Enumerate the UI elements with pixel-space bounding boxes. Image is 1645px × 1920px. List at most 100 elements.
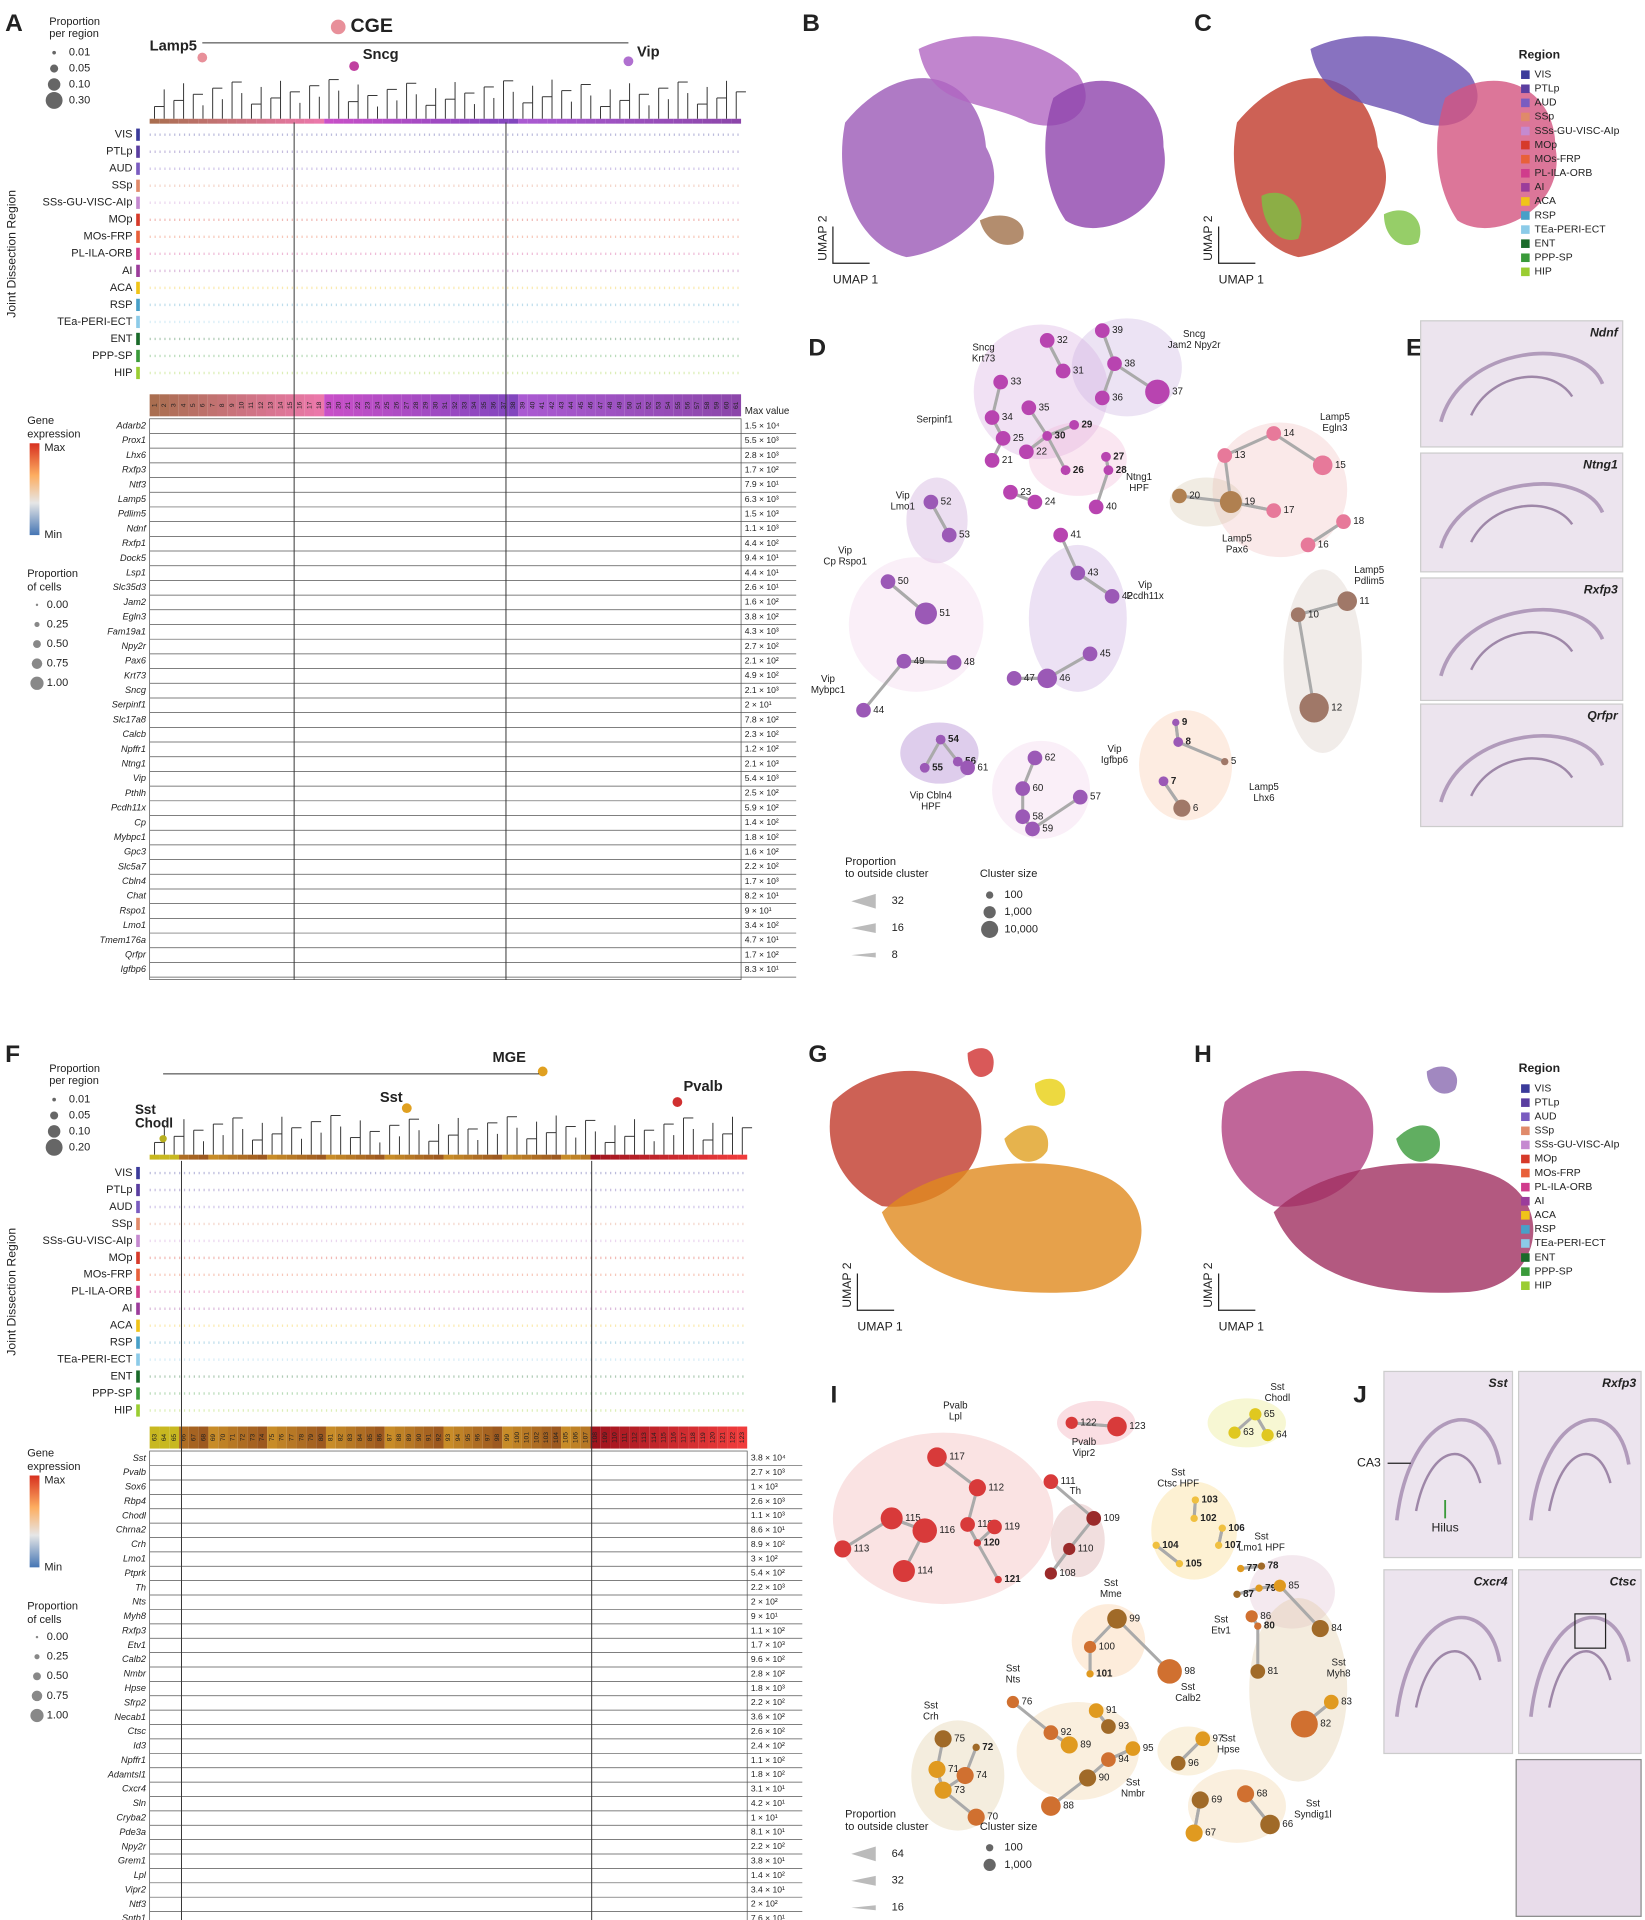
legend-label: SSp — [1535, 1126, 1555, 1137]
cluster-color — [217, 118, 228, 124]
node-label: 30 — [1055, 431, 1066, 442]
umap-y-label: UMAP 2 — [815, 215, 829, 261]
group-label: Egln3 — [1322, 423, 1348, 434]
umap-cloud — [881, 1163, 1142, 1293]
column-header — [286, 1426, 297, 1449]
node-label: 15 — [1335, 460, 1346, 471]
column-header — [717, 1426, 728, 1449]
cluster-node — [1257, 1562, 1266, 1570]
node-label: 109 — [1104, 1513, 1120, 1524]
tissue-outline — [1439, 482, 1605, 549]
node-label: 23 — [1020, 487, 1031, 498]
size-legend-label: 1,000 — [1004, 906, 1032, 918]
max-value: 3.8 × 10⁴ — [751, 1453, 786, 1463]
prop-legend-label: 0.50 — [47, 638, 68, 650]
node-label: 54 — [948, 734, 959, 745]
cluster-node — [1290, 607, 1306, 623]
column-number: 95 — [465, 1434, 472, 1442]
cluster-color — [159, 118, 170, 124]
column-number: 66 — [181, 1434, 188, 1442]
tissue-outline — [1439, 734, 1605, 803]
column-number: 10 — [239, 401, 246, 409]
prop-legend-dot — [31, 658, 43, 669]
node-label: 65 — [1264, 1409, 1275, 1420]
column-header — [198, 1426, 209, 1449]
column-header — [430, 394, 441, 417]
group-label: Nts — [1006, 1675, 1021, 1686]
cluster-node — [1063, 1542, 1076, 1556]
legend-swatch — [1521, 225, 1530, 234]
column-number: 9 — [229, 403, 236, 407]
region-label: MOp — [109, 214, 133, 226]
region-label: AI — [122, 265, 132, 277]
column-header — [208, 1426, 219, 1449]
region-label: AUD — [109, 163, 132, 175]
size-legend-label: 0.05 — [69, 1109, 90, 1121]
umap-cloud — [967, 1048, 994, 1078]
column-number: 35 — [481, 401, 488, 409]
cluster-color — [374, 1154, 385, 1160]
column-number: 43 — [558, 401, 565, 409]
cluster-color — [228, 1154, 238, 1160]
cluster-node — [1027, 494, 1043, 510]
network-edge — [976, 1542, 1000, 1581]
group-label: Sst — [924, 1700, 938, 1711]
column-header — [566, 394, 577, 417]
cluster-color — [285, 118, 296, 124]
node-label: 93 — [1118, 1721, 1129, 1732]
column-number: 30 — [432, 401, 439, 409]
column-header — [169, 1426, 180, 1449]
node-label: 88 — [1063, 1801, 1074, 1812]
cluster-node — [993, 374, 1009, 390]
column-header — [188, 394, 199, 417]
tissue-outline — [1529, 1615, 1631, 1717]
node-label: 51 — [939, 608, 950, 619]
max-value: 9 × 10¹ — [745, 905, 772, 915]
column-header — [285, 394, 296, 417]
cluster-color — [295, 118, 305, 124]
region-label: MOs-FRP — [84, 1269, 133, 1281]
color-bar — [29, 1475, 40, 1568]
column-number: 38 — [510, 401, 517, 409]
column-header — [708, 1426, 718, 1449]
umap-x-label: UMAP 1 — [1219, 1320, 1265, 1334]
cluster-node — [834, 1540, 852, 1558]
cluster-color — [453, 1154, 464, 1160]
gene-label: Fam19a1 — [107, 626, 146, 636]
inset-box — [1574, 1613, 1607, 1649]
cluster-node — [1152, 1541, 1160, 1549]
group-label: Lamp5 — [1222, 533, 1252, 544]
cluster-color — [247, 1154, 258, 1160]
max-value: 2.8 × 10³ — [745, 450, 779, 460]
legend-label: TEa-PERI-ECT — [1535, 1238, 1607, 1249]
group-label: Sst — [1006, 1664, 1020, 1675]
column-number: 49 — [617, 401, 624, 409]
gene-label: Chrna2 — [116, 1525, 146, 1535]
cluster-color — [237, 1154, 248, 1160]
column-header — [551, 1426, 562, 1449]
column-number: 63 — [151, 1434, 158, 1442]
network-edge — [923, 738, 942, 769]
cluster-color — [355, 1154, 366, 1160]
group-label: Myh8 — [1327, 1668, 1351, 1679]
column-number: 111 — [622, 1432, 629, 1442]
gene-label: Nts — [132, 1597, 146, 1607]
cluster-color — [708, 1154, 718, 1160]
color-bar-label: Max — [44, 442, 65, 454]
legend-label: PPP-SP — [1535, 1266, 1573, 1277]
max-value: 7.6 × 10¹ — [751, 1913, 785, 1920]
cluster-node — [1006, 671, 1022, 686]
column-number: 100 — [514, 1432, 521, 1443]
column-header — [512, 1426, 522, 1449]
prop-legend-label: 0.75 — [47, 1690, 68, 1702]
cluster-color — [304, 118, 315, 124]
region-label: AUD — [109, 1201, 132, 1213]
group-label: Nmbr — [1121, 1788, 1146, 1799]
column-number: 67 — [191, 1434, 198, 1442]
column-number: 68 — [200, 1434, 207, 1442]
column-header — [314, 394, 325, 417]
node-label: 62 — [1045, 753, 1056, 764]
cluster-color — [207, 118, 218, 124]
size-legend-title: Proportion — [49, 1063, 100, 1075]
region-label: PTLp — [106, 146, 132, 158]
